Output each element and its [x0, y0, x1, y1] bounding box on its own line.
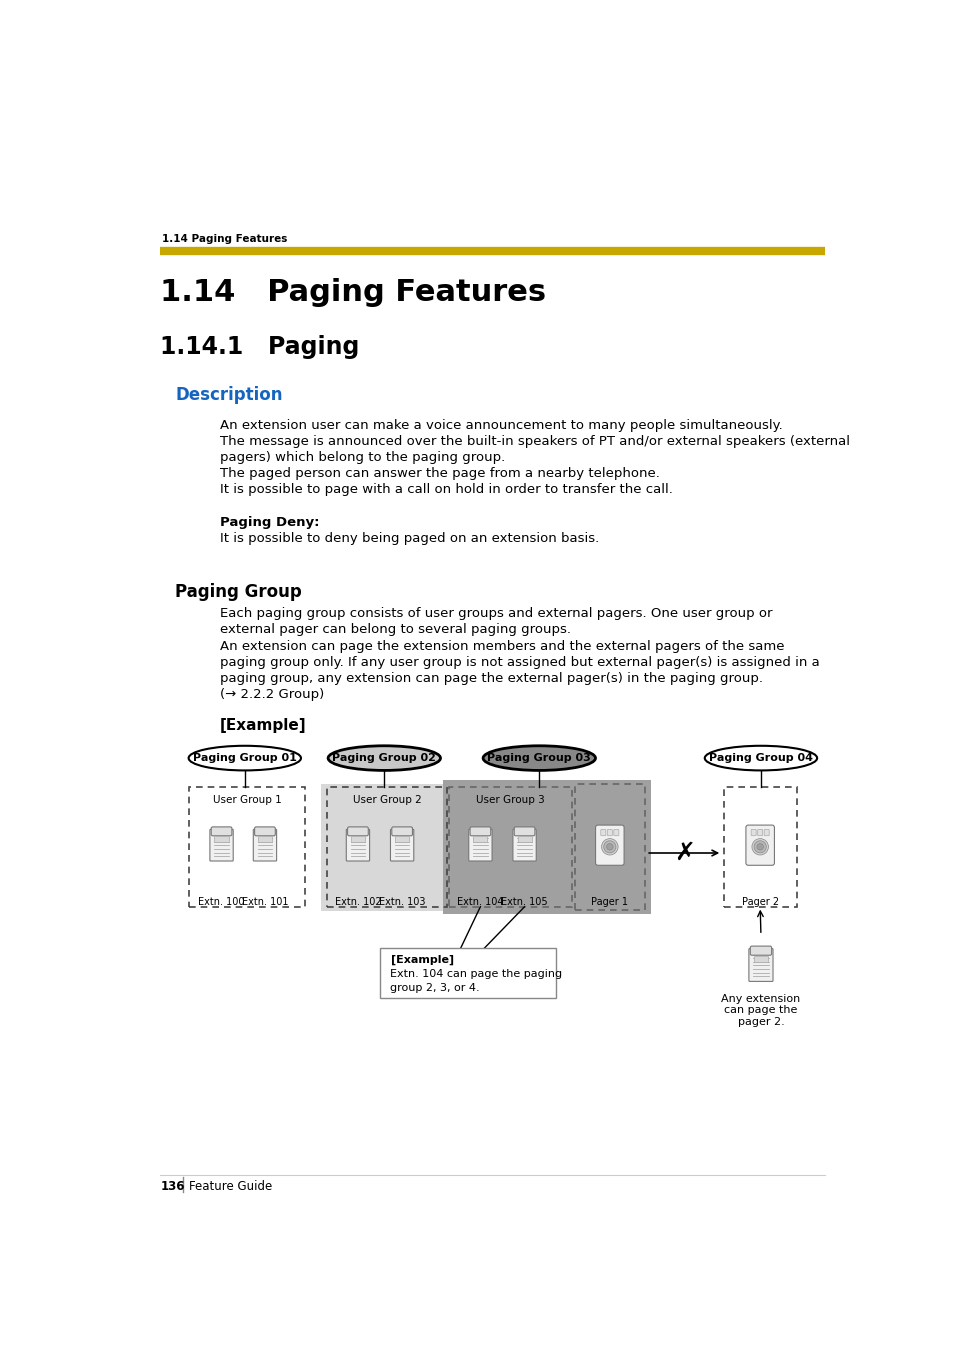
Bar — [449, 788, 571, 907]
Text: Paging Group: Paging Group — [174, 582, 301, 601]
FancyBboxPatch shape — [470, 827, 490, 836]
Text: Pager 2: Pager 2 — [740, 897, 778, 908]
FancyBboxPatch shape — [757, 830, 761, 836]
FancyBboxPatch shape — [347, 827, 368, 836]
FancyBboxPatch shape — [379, 947, 556, 998]
Ellipse shape — [482, 746, 595, 770]
FancyBboxPatch shape — [595, 825, 623, 865]
Circle shape — [606, 843, 613, 850]
Text: Extn. 101: Extn. 101 — [241, 897, 288, 908]
FancyBboxPatch shape — [745, 825, 774, 865]
Circle shape — [756, 843, 762, 850]
FancyBboxPatch shape — [513, 830, 536, 861]
Text: pagers) which belong to the paging group.: pagers) which belong to the paging group… — [220, 451, 505, 463]
FancyBboxPatch shape — [750, 830, 756, 836]
FancyBboxPatch shape — [395, 836, 409, 842]
Text: An extension can page the extension members and the external pagers of the same: An extension can page the extension memb… — [220, 639, 783, 653]
FancyBboxPatch shape — [210, 830, 233, 861]
Text: Any extension
can page the
pager 2.: Any extension can page the pager 2. — [720, 994, 800, 1027]
Bar — [443, 780, 650, 915]
Text: Feature Guide: Feature Guide — [189, 1179, 272, 1193]
Text: An extension user can make a voice announcement to many people simultaneously.: An extension user can make a voice annou… — [220, 419, 781, 431]
FancyBboxPatch shape — [763, 830, 768, 836]
FancyBboxPatch shape — [346, 830, 369, 861]
FancyBboxPatch shape — [517, 836, 531, 842]
Circle shape — [603, 840, 616, 852]
Text: Extn. 102: Extn. 102 — [335, 897, 381, 908]
Text: (→ 2.2.2 Group): (→ 2.2.2 Group) — [220, 688, 324, 701]
Text: external pager can belong to several paging groups.: external pager can belong to several pag… — [220, 623, 571, 636]
Circle shape — [751, 839, 767, 855]
Text: [Example]: [Example] — [220, 719, 306, 734]
FancyBboxPatch shape — [253, 830, 276, 861]
FancyBboxPatch shape — [514, 827, 535, 836]
FancyBboxPatch shape — [468, 830, 492, 861]
Text: User Group 3: User Group 3 — [476, 794, 544, 805]
Text: 1.14   Paging Features: 1.14 Paging Features — [160, 277, 546, 307]
Text: Extn. 103: Extn. 103 — [378, 897, 425, 908]
FancyBboxPatch shape — [607, 830, 612, 836]
Text: Paging Group 02: Paging Group 02 — [332, 753, 436, 763]
Text: Paging Group 03: Paging Group 03 — [487, 753, 591, 763]
FancyBboxPatch shape — [211, 827, 232, 836]
Text: Extn. 104: Extn. 104 — [456, 897, 503, 908]
Bar — [575, 785, 644, 909]
Circle shape — [753, 840, 765, 852]
FancyBboxPatch shape — [748, 948, 772, 981]
Text: 136: 136 — [160, 1179, 185, 1193]
Text: Description: Description — [174, 386, 282, 404]
Bar — [189, 788, 305, 907]
Text: Extn. 104 can page the paging: Extn. 104 can page the paging — [390, 969, 562, 979]
Text: 1.14.1   Paging: 1.14.1 Paging — [160, 335, 359, 359]
FancyBboxPatch shape — [214, 836, 229, 842]
Ellipse shape — [704, 746, 817, 770]
Ellipse shape — [189, 746, 301, 770]
Text: Each paging group consists of user groups and external pagers. One user group or: Each paging group consists of user group… — [220, 607, 772, 620]
Text: It is possible to page with a call on hold in order to transfer the call.: It is possible to page with a call on ho… — [220, 484, 672, 496]
Text: 1.14 Paging Features: 1.14 Paging Features — [162, 234, 287, 243]
Bar — [320, 784, 453, 911]
Text: paging group only. If any user group is not assigned but external pager(s) is as: paging group only. If any user group is … — [220, 655, 819, 669]
FancyBboxPatch shape — [351, 836, 365, 842]
Circle shape — [601, 839, 618, 855]
Text: User Group 2: User Group 2 — [353, 794, 421, 805]
Text: Paging Deny:: Paging Deny: — [220, 516, 319, 530]
Text: Paging Group 01: Paging Group 01 — [193, 753, 296, 763]
Text: Paging Group 04: Paging Group 04 — [708, 753, 812, 763]
Text: ✗: ✗ — [673, 842, 694, 865]
FancyBboxPatch shape — [390, 830, 414, 861]
Text: The paged person can answer the page from a nearby telephone.: The paged person can answer the page fro… — [220, 467, 659, 480]
FancyBboxPatch shape — [753, 955, 767, 962]
Text: User Group 1: User Group 1 — [213, 794, 281, 805]
Text: Pager 1: Pager 1 — [591, 897, 628, 908]
FancyBboxPatch shape — [613, 830, 618, 836]
Text: Extn. 105: Extn. 105 — [500, 897, 547, 908]
Text: [Example]: [Example] — [390, 955, 453, 966]
FancyBboxPatch shape — [600, 830, 605, 836]
FancyBboxPatch shape — [257, 836, 272, 842]
Ellipse shape — [328, 746, 440, 770]
Text: paging group, any extension can page the external pager(s) in the paging group.: paging group, any extension can page the… — [220, 671, 762, 685]
FancyBboxPatch shape — [392, 827, 412, 836]
Text: It is possible to deny being paged on an extension basis.: It is possible to deny being paged on an… — [220, 532, 598, 546]
Text: group 2, 3, or 4.: group 2, 3, or 4. — [390, 984, 479, 993]
FancyBboxPatch shape — [749, 946, 771, 955]
Text: The message is announced over the built-in speakers of PT and/or external speake: The message is announced over the built-… — [220, 435, 849, 447]
Text: Extn. 100: Extn. 100 — [198, 897, 245, 908]
Bar — [723, 788, 797, 907]
FancyBboxPatch shape — [254, 827, 275, 836]
FancyBboxPatch shape — [473, 836, 487, 842]
Bar — [327, 788, 447, 907]
